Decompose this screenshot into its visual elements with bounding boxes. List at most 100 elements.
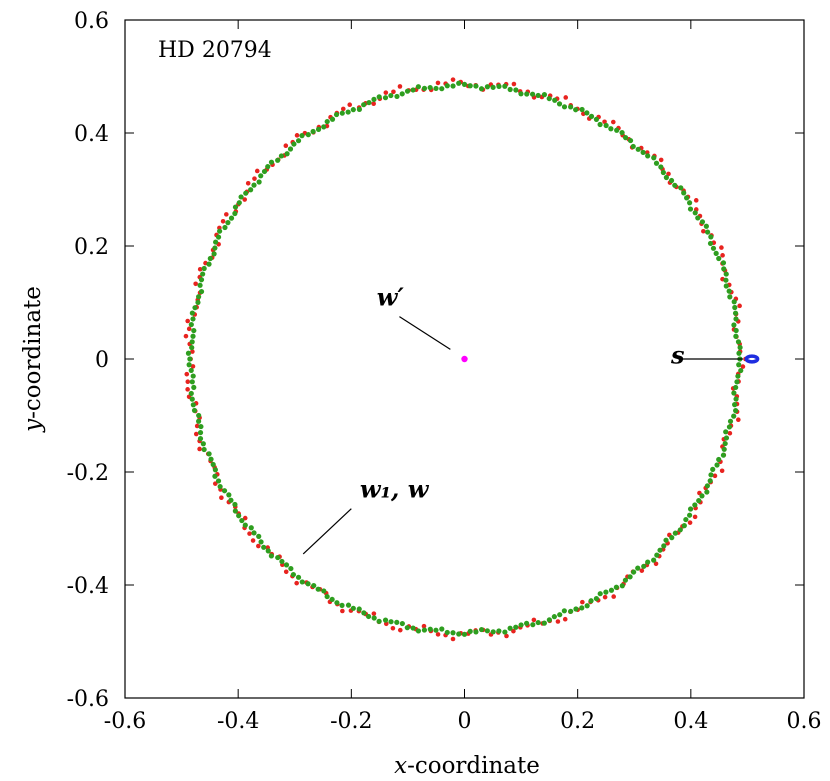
data-point <box>347 102 353 108</box>
data-point <box>733 396 739 402</box>
data-point <box>716 456 722 463</box>
y-tick-label: -0.2 <box>67 461 109 486</box>
data-point <box>194 423 200 429</box>
data-point <box>502 83 508 89</box>
data-point <box>188 321 194 328</box>
data-point <box>701 228 706 234</box>
data-point <box>529 91 536 97</box>
data-point <box>213 239 219 245</box>
data-point <box>719 245 724 250</box>
data-point <box>708 234 714 240</box>
data-point <box>683 516 689 523</box>
data-point <box>737 303 742 309</box>
y-tick-label: -0.6 <box>67 687 109 712</box>
data-point <box>568 104 574 110</box>
data-point <box>631 569 637 575</box>
data-point <box>265 164 271 170</box>
data-point <box>645 559 651 565</box>
data-point <box>224 212 229 217</box>
data-point <box>324 593 330 600</box>
data-point <box>562 616 568 622</box>
x-tick-label: 0 <box>458 709 472 734</box>
data-point <box>215 234 222 240</box>
data-point <box>490 84 496 90</box>
data-point <box>461 81 468 87</box>
data-point <box>334 600 340 606</box>
data-point <box>421 627 428 633</box>
data-point <box>190 349 195 354</box>
data-point <box>518 91 524 97</box>
data-point <box>221 488 228 494</box>
data-point <box>184 371 190 377</box>
data-point <box>687 206 694 212</box>
data-point <box>288 565 294 572</box>
data-point <box>435 80 441 86</box>
data-point <box>720 253 725 258</box>
data-point <box>597 121 603 128</box>
data-point <box>228 497 234 503</box>
data-point <box>394 93 400 100</box>
data-point <box>192 305 198 311</box>
data-point <box>321 588 327 594</box>
data-point <box>315 126 322 132</box>
data-point <box>283 562 290 568</box>
data-point <box>329 596 335 603</box>
data-point <box>677 527 683 533</box>
data-point <box>490 629 496 635</box>
data-point <box>388 92 394 99</box>
data-point <box>208 456 214 462</box>
data-point <box>321 124 327 130</box>
data-point <box>737 344 743 351</box>
data-point <box>197 446 202 452</box>
data-point <box>603 589 609 595</box>
data-point <box>461 631 468 637</box>
data-point <box>721 446 727 452</box>
data-point <box>350 605 356 611</box>
data-point <box>699 493 705 499</box>
data-point <box>504 633 509 639</box>
data-points <box>183 77 760 642</box>
data-point <box>707 240 714 247</box>
data-point <box>693 198 699 203</box>
data-point <box>705 229 711 235</box>
data-point <box>687 200 693 206</box>
data-point <box>484 84 490 90</box>
data-point <box>261 544 267 550</box>
data-point <box>731 299 737 305</box>
data-point <box>561 608 567 614</box>
data-point <box>734 379 740 385</box>
data-point <box>627 137 634 144</box>
data-point <box>248 525 254 531</box>
data-point <box>225 220 231 226</box>
data-point <box>602 119 607 125</box>
data-point <box>239 517 245 524</box>
data-point <box>681 523 687 529</box>
annotations: w′ w₁, w s <box>302 282 743 555</box>
data-point <box>256 543 261 549</box>
data-point <box>681 190 687 196</box>
data-point <box>613 584 619 590</box>
data-point <box>502 629 508 635</box>
data-point <box>190 316 196 322</box>
data-point <box>340 106 346 112</box>
data-point <box>651 155 657 161</box>
data-point <box>733 408 739 414</box>
data-point <box>732 304 738 311</box>
data-point <box>397 84 403 89</box>
data-point <box>188 390 194 397</box>
data-point <box>366 613 372 620</box>
data-point <box>315 586 321 592</box>
data-point <box>731 322 737 328</box>
data-point <box>245 180 251 186</box>
data-point <box>212 467 218 473</box>
data-point <box>467 83 473 89</box>
data-point <box>579 605 585 611</box>
data-point <box>186 362 192 368</box>
data-point <box>450 77 456 82</box>
data-point <box>256 533 262 539</box>
data-point <box>640 149 646 155</box>
data-point <box>627 574 633 580</box>
data-point <box>608 126 614 132</box>
data-point <box>735 339 742 345</box>
data-point <box>189 344 195 351</box>
